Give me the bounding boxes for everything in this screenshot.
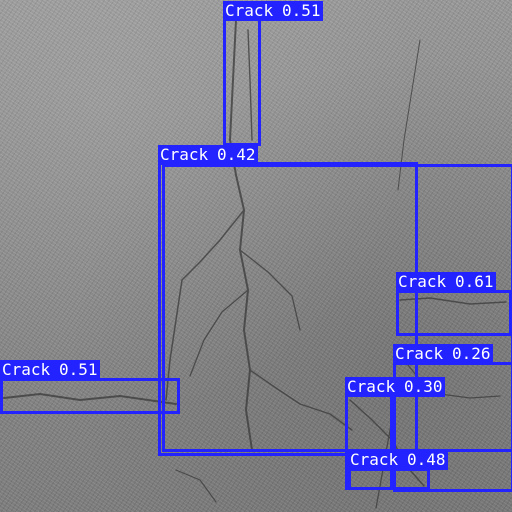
- detection-class: Crack: [398, 272, 447, 291]
- detection-label: Crack 0.51: [0, 360, 100, 380]
- detection-score: 0.61: [454, 272, 494, 291]
- detection-box: [348, 468, 430, 490]
- detection-label: Crack 0.61: [396, 272, 496, 292]
- detection-label: Crack 0.51: [223, 1, 323, 21]
- detection-class: Crack: [350, 450, 399, 469]
- detection-class: Crack: [225, 1, 274, 20]
- detection-score: 0.51: [58, 360, 98, 379]
- detection-score: 0.42: [216, 145, 256, 164]
- detection-label: Crack 0.26: [393, 344, 493, 364]
- detection-score: 0.30: [403, 377, 443, 396]
- detection-label: Crack 0.42: [158, 145, 258, 165]
- detection-box: [158, 162, 418, 456]
- detection-class: Crack: [160, 145, 209, 164]
- detection-score: 0.51: [281, 1, 321, 20]
- detection-class: Crack: [347, 377, 396, 396]
- detection-box: [223, 18, 261, 146]
- detection-label: Crack 0.30: [345, 377, 445, 397]
- detection-score: 0.48: [406, 450, 446, 469]
- detection-box: [396, 290, 512, 336]
- detection-class: Crack: [395, 344, 444, 363]
- detection-score: 0.26: [451, 344, 491, 363]
- detection-label: Crack 0.48: [348, 450, 448, 470]
- detection-box: [0, 378, 180, 414]
- detection-class: Crack: [2, 360, 51, 379]
